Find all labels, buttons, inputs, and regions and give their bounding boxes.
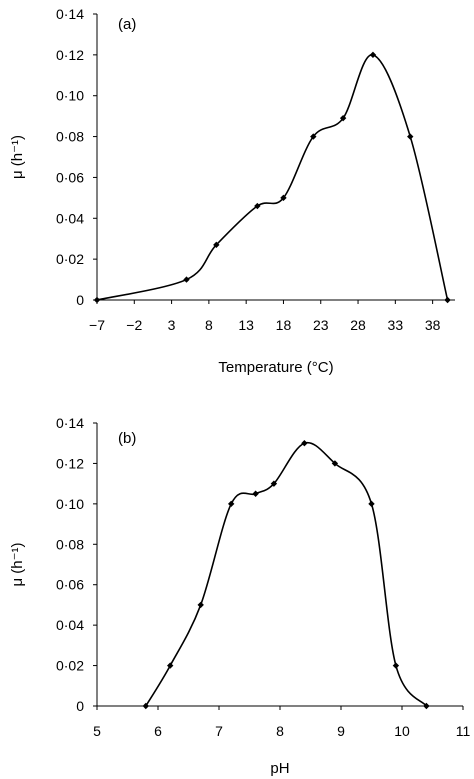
y-tick-label: 0·06 bbox=[56, 577, 84, 593]
x-tick-label: 10 bbox=[394, 723, 410, 739]
x-tick-label: 18 bbox=[276, 317, 292, 333]
data-point bbox=[142, 702, 149, 710]
y-axis-title: μ (h⁻¹) bbox=[9, 542, 26, 586]
x-tick-label: −2 bbox=[126, 317, 142, 333]
y-tick-label: 0·10 bbox=[56, 496, 84, 512]
y-tick-label: 0·02 bbox=[56, 251, 84, 267]
x-tick-label: 7 bbox=[215, 723, 223, 739]
x-axis-title: Temperature (°C) bbox=[218, 359, 333, 376]
data-point bbox=[423, 702, 430, 710]
data-point bbox=[183, 276, 190, 283]
data-point bbox=[93, 296, 101, 304]
data-point bbox=[368, 500, 375, 508]
y-tick-label: 0·04 bbox=[56, 210, 84, 226]
series-line bbox=[145, 441, 428, 707]
x-tick-label: 11 bbox=[456, 723, 471, 739]
y-tick-label: 0 bbox=[76, 292, 84, 308]
y-tick-label: 0·04 bbox=[56, 617, 84, 633]
x-tick-label: 5 bbox=[93, 723, 101, 739]
y-tick-label: 0·10 bbox=[56, 88, 84, 104]
chart-panel-a: 00·020·040·060·080·100·120·14−7 −2 3 8 13 18 2… bbox=[9, 6, 455, 376]
data-point bbox=[392, 662, 400, 669]
data-point bbox=[254, 202, 261, 210]
data-point bbox=[197, 601, 204, 609]
data-point bbox=[369, 51, 377, 59]
data-point bbox=[444, 296, 451, 304]
x-tick-label: 6 bbox=[154, 723, 162, 739]
y-tick-label: 0·08 bbox=[56, 129, 84, 145]
data-point bbox=[280, 194, 287, 202]
x-tick-label: 33 bbox=[388, 317, 404, 333]
y-tick-label: 0·12 bbox=[56, 47, 84, 63]
y-axis-title: μ (h⁻¹) bbox=[9, 135, 26, 179]
y-tick-label: 0·12 bbox=[56, 455, 84, 471]
x-tick-label: 23 bbox=[313, 317, 329, 333]
data-point bbox=[213, 241, 220, 249]
panel-label: (b) bbox=[118, 430, 136, 447]
series-line bbox=[96, 54, 449, 301]
data-point bbox=[407, 133, 414, 140]
x-tick-label: 28 bbox=[350, 317, 366, 333]
x-tick-label: 8 bbox=[205, 317, 213, 333]
x-tick-label: 13 bbox=[238, 317, 254, 333]
chart-panel-b: 0 0·02 0·04 0·06 0·08 0·10 0·12 0·14 5 6 7 8 9 10 11 pH… bbox=[9, 415, 470, 777]
panel-label: (a) bbox=[118, 16, 136, 33]
data-point bbox=[331, 460, 339, 467]
y-tick-label: 0·14 bbox=[56, 415, 84, 431]
data-point bbox=[228, 500, 235, 508]
x-tick-label: 3 bbox=[168, 317, 176, 333]
data-point bbox=[301, 440, 308, 447]
x-axis-title: pH bbox=[270, 760, 289, 777]
data-point bbox=[167, 662, 174, 669]
y-tick-label: 0·02 bbox=[56, 658, 84, 674]
data-point bbox=[310, 133, 317, 140]
x-tick-label: −7 bbox=[89, 317, 105, 333]
x-tick-label: 9 bbox=[337, 723, 345, 739]
data-point bbox=[252, 490, 259, 497]
y-tick-label: 0 bbox=[76, 698, 84, 714]
data-point bbox=[270, 480, 278, 487]
y-tick-label: 0·08 bbox=[56, 536, 84, 552]
y-tick-label: 0·06 bbox=[56, 169, 84, 185]
x-tick-label: 38 bbox=[425, 317, 441, 333]
y-tick-label: 0·14 bbox=[56, 6, 84, 22]
x-tick-label: 8 bbox=[276, 723, 284, 739]
data-point bbox=[339, 114, 347, 122]
